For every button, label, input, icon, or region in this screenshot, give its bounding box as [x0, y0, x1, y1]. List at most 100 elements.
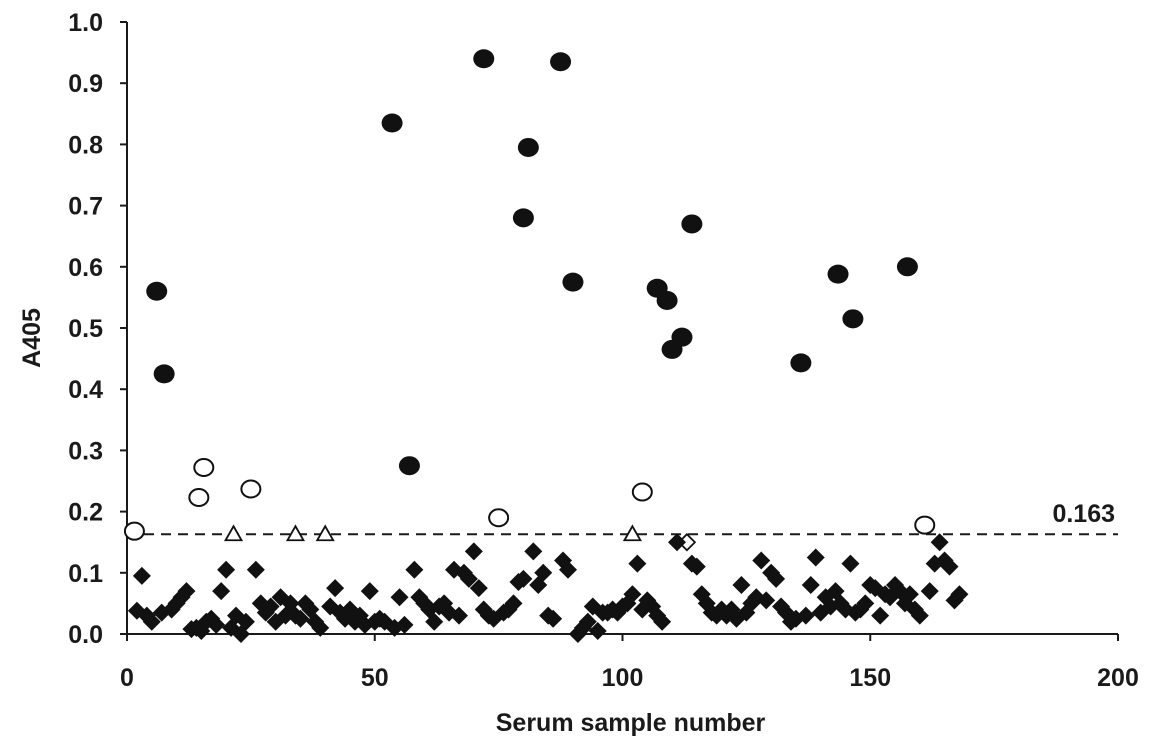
filled-diamond-point [142, 612, 161, 631]
filled-diamond-point [207, 615, 226, 634]
filled-diamond-point [326, 579, 345, 598]
x-tick-label: 100 [602, 664, 644, 692]
filled-diamond-point [132, 566, 151, 585]
filled-diamond-point [732, 576, 751, 595]
filled-diamond-point [841, 554, 860, 573]
filled-diamond-point [425, 612, 444, 631]
filled-circle-point [562, 272, 584, 292]
filled-diamond-point [628, 554, 647, 573]
filled-diamond-point [920, 582, 939, 601]
filled-diamond-point [668, 533, 687, 552]
filled-diamond-point [469, 579, 488, 598]
y-tick-label: 0.5 [68, 315, 103, 343]
filled-diamond-point [578, 612, 597, 631]
y-tick-label: 0.7 [68, 193, 103, 221]
filled-diamond-point [311, 618, 330, 637]
filled-diamond-point [757, 591, 776, 610]
y-tick-label: 0.9 [68, 70, 103, 98]
filled-diamond-point [236, 612, 255, 631]
filled-circle-point [153, 364, 175, 384]
filled-diamond-point [449, 606, 468, 625]
filled-diamond-point [504, 594, 523, 613]
filled-diamond-point [801, 576, 820, 595]
filled-circle-point [473, 49, 495, 69]
filled-diamond-point [291, 609, 310, 628]
filled-diamond-point [177, 582, 196, 601]
open-circle-point [123, 521, 145, 541]
y-axis-title: A405 [18, 308, 46, 368]
filled-diamond-point [261, 597, 280, 616]
filled-diamond-point [395, 615, 414, 634]
filled-circle-point [827, 264, 849, 284]
filled-diamond-point [950, 585, 969, 604]
filled-diamond-point [623, 585, 642, 604]
markers [123, 49, 969, 643]
open-circle-point [193, 458, 215, 478]
filled-diamond-point [544, 609, 563, 628]
filled-diamond-point [910, 606, 929, 625]
x-tick-label: 0 [120, 664, 134, 692]
y-tick-label: 0.8 [68, 131, 103, 159]
x-axis-title: Serum sample number [496, 709, 766, 737]
filled-circle-point [517, 137, 539, 157]
open-circle-point [240, 479, 262, 499]
filled-circle-point [398, 456, 420, 476]
filled-diamond-point [459, 569, 478, 588]
filled-diamond-point [524, 542, 543, 561]
filled-diamond-point [900, 585, 919, 604]
open-triangle-point [622, 524, 642, 542]
filled-diamond-point [390, 588, 409, 607]
filled-diamond-point [217, 560, 236, 579]
filled-diamond-point [767, 569, 786, 588]
y-tick-labels: 0.0 0.1 0.2 0.3 0.4 0.5 0.6 0.7 0.8 0.9 1.0 [68, 9, 127, 649]
filled-diamond-point [514, 569, 533, 588]
filled-diamond-point [405, 560, 424, 579]
filled-diamond-point [796, 606, 815, 625]
threshold-label: 0.163 [1052, 500, 1115, 528]
open-triangle-point [223, 524, 244, 542]
open-circle-point [914, 515, 936, 535]
y-tick-label: 0.6 [68, 254, 103, 282]
filled-diamond-point [806, 548, 825, 567]
filled-diamond-point [940, 557, 959, 576]
axes [126, 22, 1118, 635]
filled-circle-point [671, 327, 693, 347]
open-circle-point [631, 482, 653, 502]
filled-circle-point [656, 290, 678, 310]
filled-diamond-point [558, 560, 577, 579]
y-tick-label: 0.1 [68, 560, 103, 588]
y-tick-label: 0.3 [68, 437, 103, 465]
x-tick-label: 50 [361, 664, 389, 692]
filled-circle-point [790, 353, 812, 373]
filled-diamond-point [871, 606, 890, 625]
y-tick-label: 0.0 [68, 621, 103, 649]
y-tick-label: 0.4 [68, 376, 103, 404]
open-triangle-point [285, 524, 306, 542]
filled-circle-point [550, 52, 572, 72]
open-circle-point [188, 488, 210, 508]
filled-circle-point [146, 281, 168, 301]
y-tick-label: 1.0 [68, 9, 103, 37]
x-tick-label: 150 [849, 664, 891, 692]
filled-diamond-point [687, 557, 706, 576]
filled-diamond-point [464, 542, 483, 561]
filled-diamond-point [588, 621, 607, 640]
filled-circle-point [512, 208, 534, 228]
x-tick-labels: 0 50 100 150 200 [120, 634, 1139, 692]
filled-diamond-point [930, 533, 949, 552]
filled-circle-point [842, 309, 864, 329]
filled-diamond-point [856, 594, 875, 613]
filled-diamond-point [653, 612, 672, 631]
filled-diamond-point [534, 563, 553, 582]
y-tick-label: 0.2 [68, 499, 103, 527]
filled-diamond-point [246, 560, 265, 579]
x-tick-label: 200 [1097, 664, 1139, 692]
filled-diamond-point [212, 582, 231, 601]
threshold-group: 0.163 [127, 500, 1118, 536]
open-circle-point [488, 508, 510, 528]
open-triangle-point [315, 524, 335, 542]
filled-circle-point [381, 113, 403, 133]
filled-diamond-point [360, 582, 379, 601]
filled-circle-point [681, 214, 703, 234]
